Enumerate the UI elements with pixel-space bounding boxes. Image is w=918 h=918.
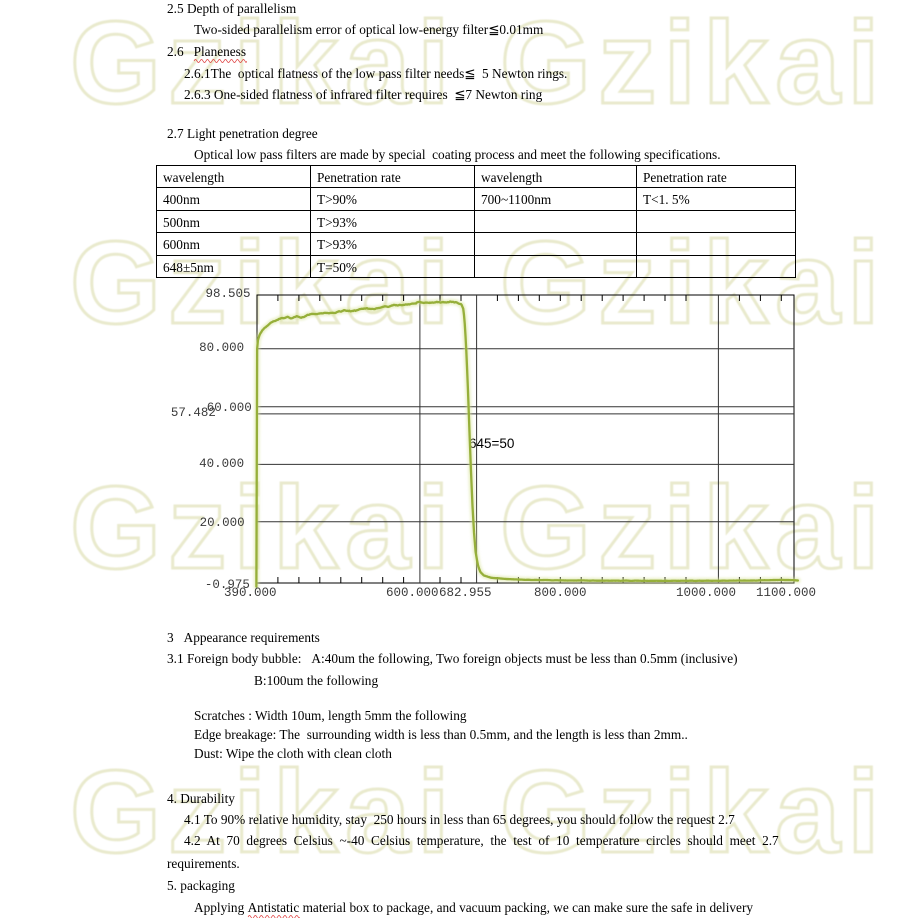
svg-text:645=50: 645=50	[469, 436, 514, 451]
